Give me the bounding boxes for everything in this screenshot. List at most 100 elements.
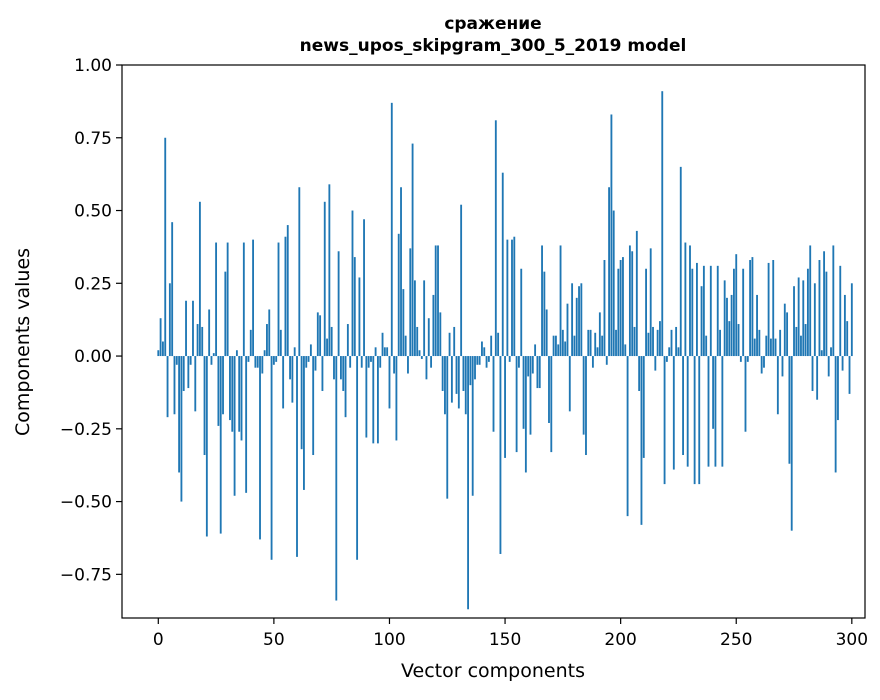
bar-5 [168, 283, 171, 357]
bar-75 [330, 326, 333, 357]
bar-174 [559, 245, 562, 357]
bar-118 [430, 356, 433, 368]
bar-166 [541, 245, 543, 357]
bar-30 [226, 242, 229, 357]
bar-19 [201, 326, 204, 357]
bar-156 [518, 356, 520, 368]
bar-115 [423, 280, 426, 357]
bar-53 [279, 329, 282, 357]
bar-200 [619, 260, 622, 357]
bar-206 [633, 326, 636, 357]
bar-298 [846, 321, 849, 357]
bar-265 [769, 338, 772, 357]
bar-284 [813, 283, 816, 357]
chart-subtitle: news_upos_skipgram_300_5_2019 model [300, 36, 687, 56]
bar-250 [735, 254, 738, 357]
bar-112 [416, 326, 419, 357]
bar-187 [589, 329, 592, 357]
bar-117 [427, 318, 430, 357]
bar-101 [390, 102, 393, 357]
bar-260 [758, 329, 761, 357]
bar-223 [672, 356, 675, 470]
bar-228 [684, 242, 687, 357]
bar-263 [765, 335, 768, 357]
bar-294 [837, 356, 839, 421]
y-axis-ticks: −0.75 −0.50 −0.25 0.00 0.25 0.50 0.75 1.00 [60, 56, 122, 585]
bar-188 [591, 356, 594, 368]
x-tick-label: 100 [373, 630, 405, 650]
bar-93 [372, 356, 375, 444]
bar-121 [437, 245, 439, 357]
bar-76 [333, 356, 335, 380]
bar-244 [721, 356, 724, 467]
bar-41 [252, 239, 254, 357]
bar-62 [300, 356, 303, 450]
bar-8 [175, 356, 178, 365]
bar-276 [795, 326, 798, 357]
bar-95 [376, 356, 379, 444]
bar-209 [640, 356, 643, 525]
bar-4 [166, 356, 169, 418]
bar-287 [820, 350, 823, 357]
bar-133 [464, 356, 467, 415]
bar-113 [418, 350, 421, 357]
bar-163 [534, 344, 537, 357]
bar-18 [198, 201, 201, 357]
bar-2 [161, 341, 164, 357]
bar-283 [811, 356, 814, 391]
bar-45 [261, 356, 264, 374]
bar-236 [702, 265, 705, 357]
bar-55 [284, 236, 287, 357]
bar-150 [504, 356, 506, 458]
bar-94 [374, 347, 377, 357]
bar-252 [739, 356, 742, 362]
bar-36 [240, 356, 243, 441]
bar-51 [275, 356, 278, 362]
bar-282 [809, 245, 812, 357]
bar-35 [238, 356, 241, 432]
bar-146 [494, 120, 497, 357]
bar-11 [182, 356, 185, 391]
bar-132 [462, 356, 465, 391]
bar-271 [783, 303, 786, 357]
y-tick-label: 0.25 [74, 274, 112, 294]
bar-267 [774, 338, 777, 357]
bar-273 [788, 356, 791, 464]
bar-29 [224, 271, 227, 357]
bar-177 [566, 303, 569, 357]
bar-40 [249, 329, 252, 357]
bar-56 [286, 225, 289, 357]
bar-92 [370, 356, 372, 362]
plot-area-frame [121, 64, 866, 619]
bar-43 [256, 356, 259, 368]
bar-169 [548, 356, 550, 423]
bar-226 [679, 166, 682, 357]
bar-220 [665, 356, 668, 362]
y-tick-label: 0.00 [74, 347, 112, 367]
y-tick-label: 0.75 [74, 129, 112, 149]
bar-85 [353, 257, 356, 357]
bar-147 [497, 332, 500, 357]
bar-143 [487, 356, 490, 362]
bar-127 [450, 356, 453, 403]
bar-125 [446, 356, 449, 499]
bar-270 [781, 356, 784, 377]
bar-34 [235, 350, 238, 357]
bar-178 [568, 356, 571, 412]
bar-25 [215, 242, 218, 357]
bar-186 [587, 329, 590, 357]
bar-179 [571, 283, 574, 357]
bar-6 [171, 222, 174, 357]
bar-122 [439, 312, 442, 357]
bar-280 [804, 324, 807, 357]
bar-253 [742, 268, 745, 357]
bar-141 [483, 347, 486, 357]
bar-97 [381, 332, 384, 357]
bar-1 [159, 318, 162, 357]
bar-196 [610, 114, 613, 357]
bar-144 [490, 335, 493, 357]
bar-232 [693, 356, 696, 485]
bar-292 [832, 245, 835, 357]
bar-151 [506, 239, 509, 357]
bar-192 [601, 335, 604, 357]
